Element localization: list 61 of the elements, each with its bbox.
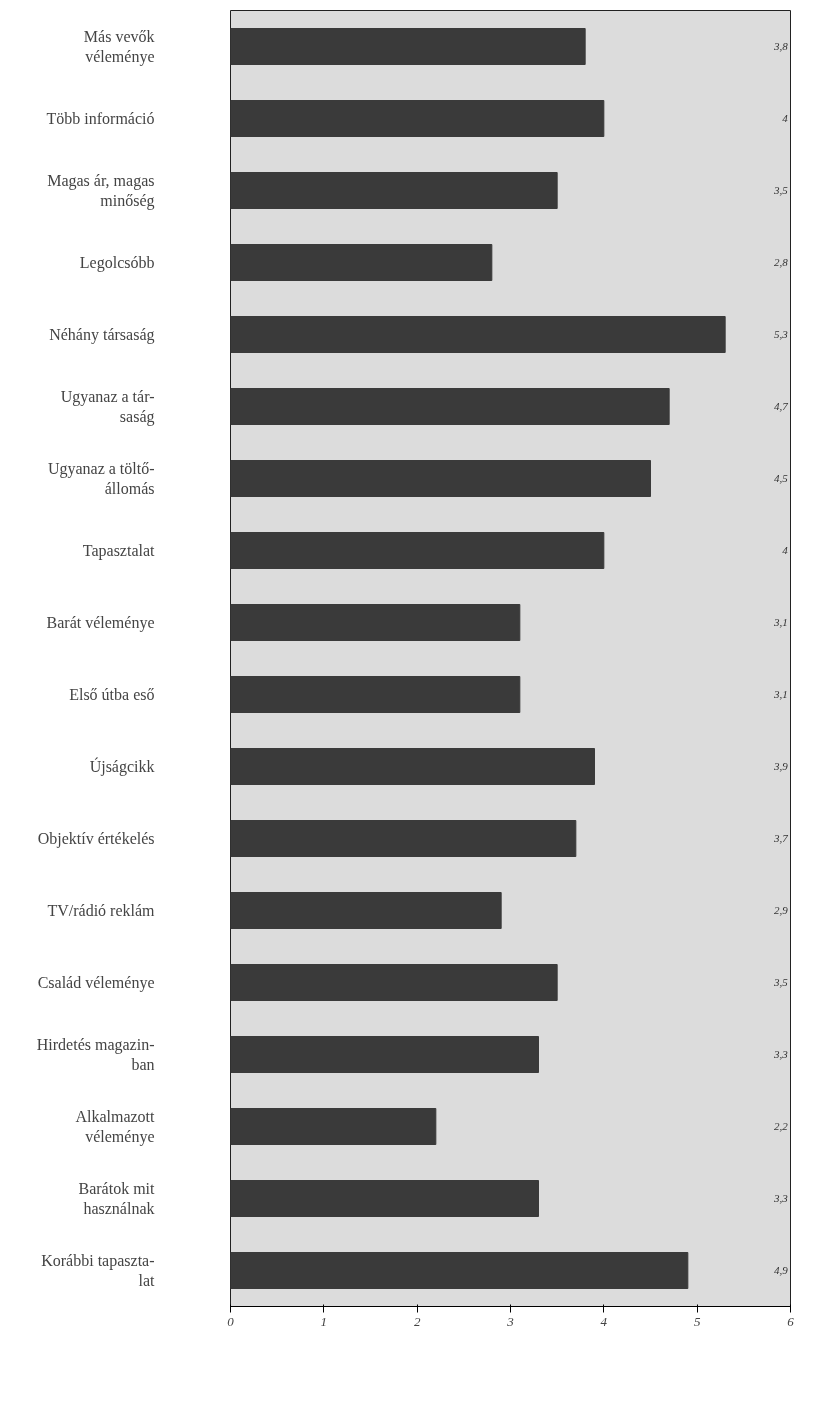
bar [230, 460, 651, 497]
y-tick-label: Ugyanaz a tár- saság [60, 387, 155, 427]
bar [230, 604, 521, 641]
bar [230, 820, 577, 857]
data-label: 3,5 [772, 184, 789, 196]
bar [230, 316, 726, 353]
y-tick-label: Barát véleménye [46, 614, 155, 632]
x-tick-label: 0 [227, 1313, 235, 1329]
bar [230, 1036, 539, 1073]
x-tick-label: 5 [693, 1313, 701, 1329]
data-label: 4,9 [773, 1264, 789, 1276]
y-tick-label: Más vevők véleménye [83, 27, 155, 67]
y-tick-label: Magas ár, magas minőség [47, 171, 155, 211]
data-label: 5,3 [773, 328, 789, 340]
y-tick-label: Ugyanaz a töltő- állomás [47, 459, 155, 498]
bar [230, 1252, 689, 1289]
x-tick-label: 1 [320, 1313, 328, 1329]
data-label: 3,7 [772, 832, 789, 844]
y-tick-label: Tapasztalat [82, 542, 156, 560]
data-label: 3,9 [772, 760, 789, 772]
data-label: 2,2 [773, 1120, 789, 1132]
y-tick-label: Alkalmazott véleménye [75, 1107, 156, 1147]
data-label: 4,5 [773, 472, 789, 484]
y-tick-label: Hirdetés magazin- ban [36, 1035, 155, 1074]
y-tick-label: TV/rádió reklám [47, 902, 156, 919]
data-label: 2,8 [773, 256, 789, 268]
y-tick-label: Objektív értékelés [37, 830, 155, 848]
bar [230, 676, 521, 713]
data-label: 3,3 [772, 1048, 789, 1060]
bar [230, 244, 493, 281]
data-label: 4 [782, 112, 789, 124]
bar [230, 100, 605, 137]
bar [230, 388, 670, 425]
data-label: 3,1 [772, 616, 788, 628]
bar [230, 1108, 437, 1145]
data-label: 3,8 [772, 40, 789, 52]
data-label: 3,1 [772, 688, 788, 700]
y-tick-label: Család véleménye [37, 974, 155, 992]
bar [230, 748, 595, 785]
y-tick-label: Korábbi tapaszta- lat [41, 1251, 156, 1290]
data-label: 3,3 [772, 1192, 789, 1204]
bar [230, 172, 558, 209]
data-label: 4,7 [773, 400, 789, 412]
y-tick-label: Barátok mit használnak [78, 1179, 156, 1218]
data-label: 2,9 [773, 904, 789, 916]
bar [230, 892, 502, 929]
x-tick-label: 2 [413, 1313, 421, 1329]
data-label: 3,5 [772, 976, 789, 988]
data-label: 4 [782, 544, 789, 556]
y-tick-label: Legolcsóbb [79, 254, 155, 272]
y-tick-label: Több információ [46, 110, 155, 127]
x-tick-label: 6 [787, 1313, 795, 1329]
bar [230, 964, 558, 1001]
y-tick-label: Első útba eső [69, 686, 155, 703]
y-tick-label: Újságcikk [89, 757, 155, 776]
bar [230, 1180, 539, 1217]
bar [230, 28, 586, 65]
x-tick-label: 4 [600, 1313, 608, 1329]
bar [230, 532, 605, 569]
x-tick-label: 3 [506, 1313, 515, 1329]
y-tick-label: Néhány társaság [49, 326, 155, 344]
